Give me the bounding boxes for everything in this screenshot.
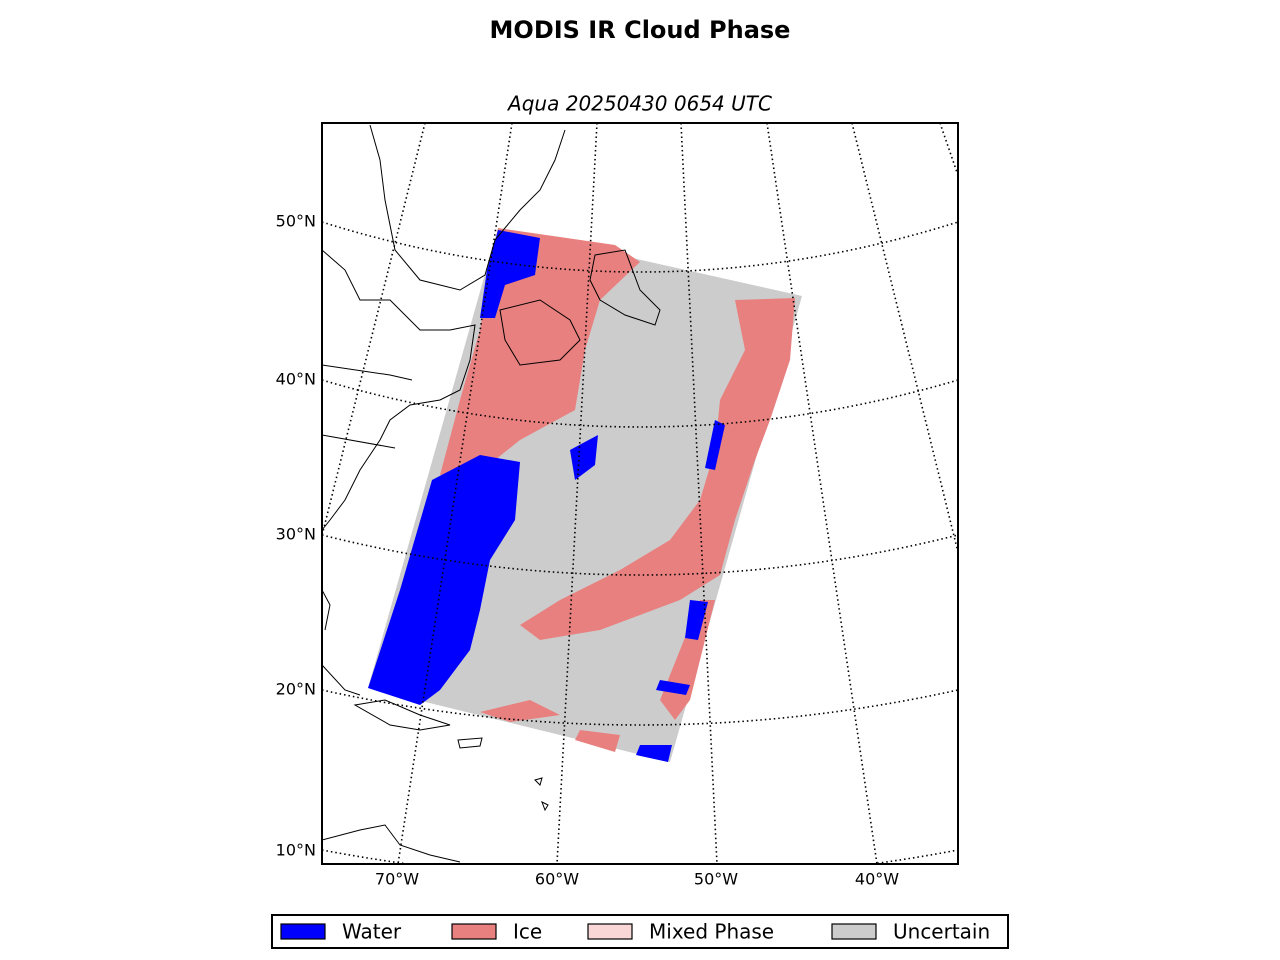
title: MODIS IR Cloud Phase [490, 16, 791, 44]
lat-label: 40°N [276, 370, 316, 389]
water-regions [368, 230, 725, 762]
lon-label: 70°W [375, 870, 419, 889]
lat-label: 20°N [276, 680, 316, 699]
graticule [322, 123, 958, 864]
lon-label: 40°W [855, 870, 899, 889]
map-area [322, 123, 958, 864]
legend-swatch [831, 923, 877, 940]
lat-label: 30°N [276, 525, 316, 544]
legend-label: Mixed Phase [649, 920, 774, 944]
coastlines [322, 124, 661, 863]
lon-label: 60°W [535, 870, 579, 889]
legend: Water Ice Mixed Phase Uncertain [280, 920, 990, 944]
legend-label: Ice [513, 920, 542, 944]
lat-label: 50°N [276, 212, 316, 231]
legend-swatch [587, 923, 633, 940]
legend-swatch [451, 923, 497, 940]
subtitle: Aqua 20250430 0654 UTC [506, 92, 772, 116]
legend-label: Uncertain [893, 920, 990, 944]
lon-label: 50°W [694, 870, 738, 889]
axis-labels: 50°N 40°N 30°N 20°N 10°N 70°W 60°W 50°W 40°W [276, 212, 900, 889]
map-frame [321, 122, 959, 865]
lat-label: 10°N [276, 841, 316, 860]
legend-label: Water [342, 920, 402, 944]
legend-swatch [280, 923, 326, 940]
legend-box [271, 914, 1009, 949]
